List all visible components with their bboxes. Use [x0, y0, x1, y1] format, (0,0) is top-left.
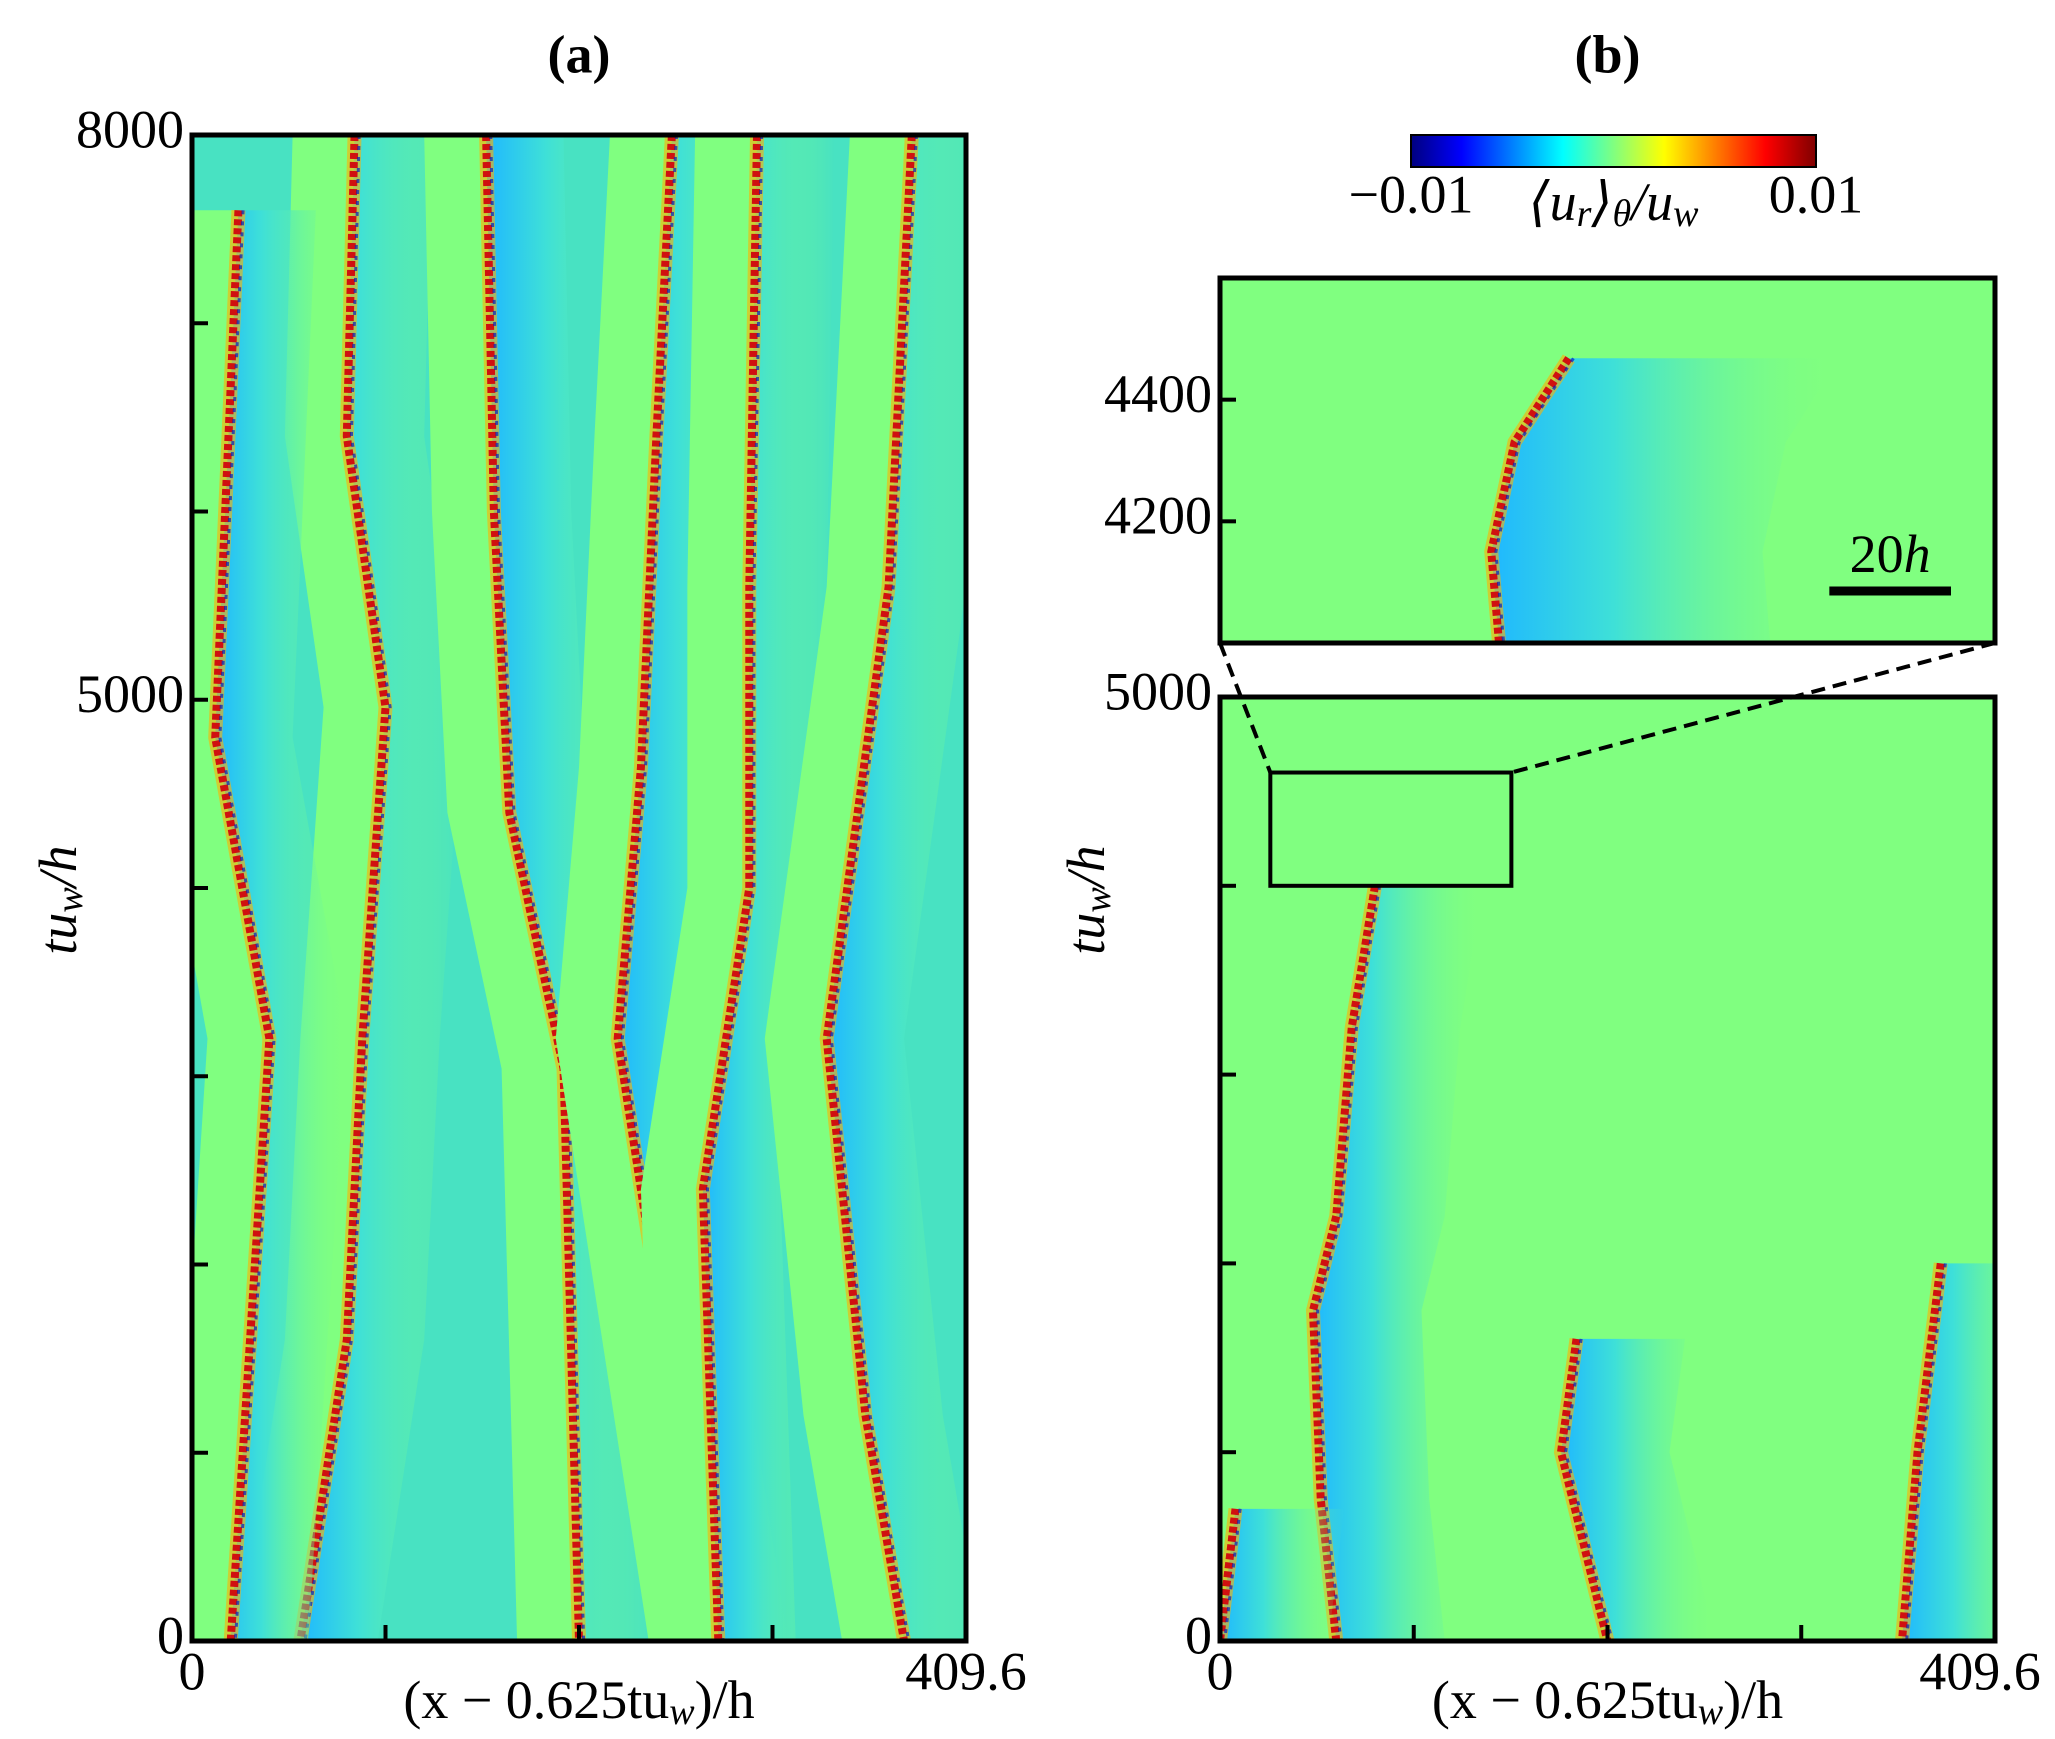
zoom-box: [1268, 770, 1514, 888]
colorbar: [1410, 134, 1817, 168]
x-axis-label: (x − 0.625tuw)/h: [1432, 1670, 1783, 1733]
x-axis-label-part: )/h: [1723, 1670, 1783, 1730]
zoom-connector: [1218, 642, 1273, 774]
turbulent-wedge: [1561, 1338, 1716, 1641]
colorbar-label-part: /u: [1628, 172, 1673, 232]
zoom-connector: [1510, 641, 1996, 775]
x-axis-label: (x − 0.625tuw)/h: [403, 1670, 754, 1733]
colorbar-label: ⟨ur⟩θ/uw: [1529, 172, 1700, 235]
y-tick-label: 0: [157, 1605, 184, 1665]
turbulent-wedge: [1902, 1263, 1995, 1641]
colorbar-tick-label: 0.01: [1769, 164, 1864, 224]
colorbar-label-part: ⟩: [1590, 172, 1612, 232]
laminar-band: [555, 135, 711, 1641]
x-tick-label: 0: [179, 1641, 206, 1701]
front: [482, 135, 583, 1641]
inset-y-tick-label: 4200: [1104, 486, 1212, 546]
x-axis-label-part: w: [1698, 1691, 1724, 1733]
turbulent-wedge: [1313, 885, 1484, 1641]
laminar-band: [640, 135, 758, 1641]
colorbar-label-part: θ: [1612, 193, 1631, 235]
turbulent-wedge: [702, 135, 835, 1641]
x-axis-label-part: (x − 0.625tu: [1432, 1670, 1698, 1730]
x-tick-label: 409.6: [1919, 1641, 2041, 1701]
inset-y-tick-label: 4400: [1104, 364, 1212, 424]
y-axis-label-part: w: [49, 887, 91, 913]
heatmap: [1220, 278, 1995, 643]
colorbar-label-part: r: [1577, 193, 1592, 235]
y-tick-label: 0: [1185, 1605, 1212, 1665]
y-axis-label: tuw/h: [1056, 845, 1119, 954]
front: [822, 135, 916, 1641]
y-axis-label: tuw/h: [28, 845, 91, 954]
turbulent-wedge: [300, 135, 463, 1641]
y-tick-label: 8000: [76, 99, 184, 159]
laminar-band: [764, 135, 912, 1641]
front: [698, 135, 762, 1641]
turbulent-wedge: [1491, 358, 1840, 643]
front-dark: [1223, 1508, 1242, 1641]
scale-bar-label: 20h: [1850, 524, 1931, 584]
front-dark: [620, 135, 717, 1641]
turbulent-wedge: [1220, 1508, 1344, 1641]
laminar-band: [424, 135, 579, 1641]
colorbar-tick-label: −0.01: [1349, 164, 1474, 224]
front-dark: [1494, 357, 1575, 643]
y-tick-label: 5000: [76, 664, 184, 724]
scale-bar-label-part: h: [1904, 524, 1931, 584]
panel-title: (b): [1575, 24, 1641, 84]
front: [1898, 1262, 1945, 1641]
front: [211, 210, 274, 1641]
front: [1556, 1338, 1612, 1641]
heatmap: [192, 135, 966, 1641]
front-dark: [1564, 1338, 1614, 1641]
heatmap: [1220, 697, 1995, 1641]
front-dark: [1905, 1263, 1947, 1641]
y-axis-label-part: tu: [1056, 913, 1116, 955]
x-tick-label: 409.6: [905, 1641, 1027, 1701]
x-axis-label-part: )/h: [695, 1670, 755, 1730]
front: [296, 135, 390, 1641]
x-axis-label-part: w: [669, 1691, 695, 1733]
x-axis-label-part: (x − 0.625tu: [403, 1670, 669, 1730]
inset-frame: [1217, 275, 1998, 646]
y-axis-label-part: /h: [1056, 845, 1116, 890]
front: [1220, 1508, 1240, 1641]
scale-bar-label-part: 20: [1850, 524, 1904, 584]
front: [1487, 356, 1573, 643]
y-axis-label-part: /h: [28, 845, 88, 890]
y-tick-label: 5000: [1104, 661, 1212, 721]
x-tick-label: 0: [1207, 1641, 1234, 1701]
turbulent-wedge: [215, 210, 347, 1641]
panel-title: (a): [548, 24, 611, 84]
colorbar-label-part: w: [1673, 193, 1699, 235]
y-axis-label-part: tu: [28, 913, 88, 955]
front-dark: [218, 210, 276, 1641]
turbulent-wedge: [826, 135, 966, 1641]
colorbar-label-part: ⟨u: [1529, 172, 1577, 232]
y-axis-label-part: w: [1077, 887, 1119, 913]
